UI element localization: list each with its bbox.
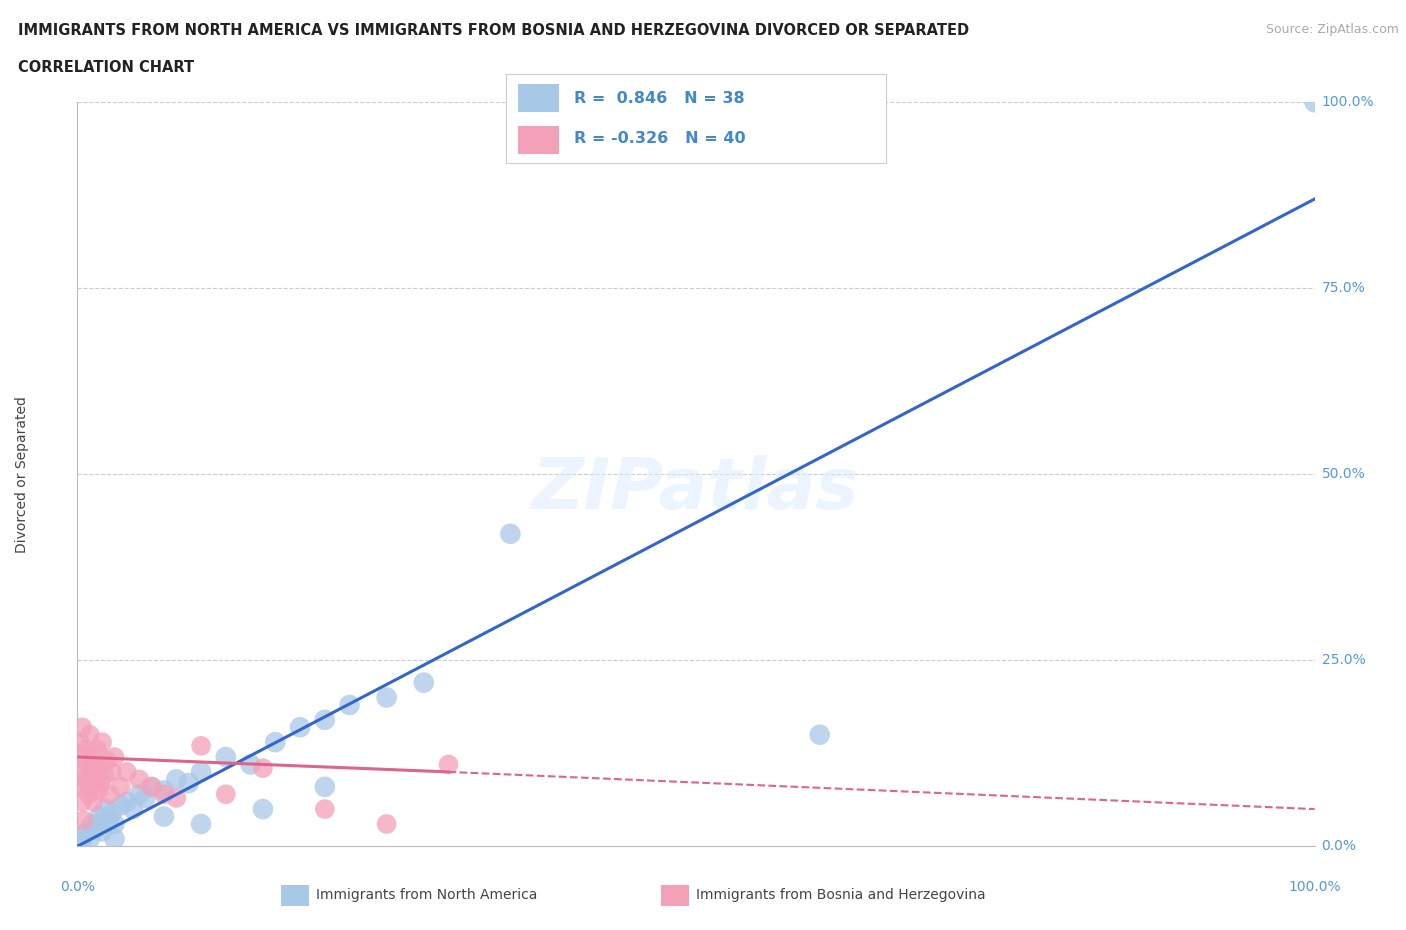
Point [70, 779, 93, 794]
Point [110, 798, 132, 813]
Point [72, 794, 94, 809]
Point [110, 779, 132, 794]
Text: Immigrants from Bosnia and Herzegovina: Immigrants from Bosnia and Herzegovina [696, 887, 986, 902]
Point [103, 817, 125, 831]
Point [79, 727, 101, 742]
Text: 50.0%: 50.0% [1322, 467, 1365, 482]
Text: Source: ZipAtlas.com: Source: ZipAtlas.com [1265, 23, 1399, 36]
Point [93, 802, 115, 817]
Point [79, 831, 101, 846]
Point [165, 790, 187, 805]
Text: IMMIGRANTS FROM NORTH AMERICA VS IMMIGRANTS FROM BOSNIA AND HERZEGOVINA DIVORCED: IMMIGRANTS FROM NORTH AMERICA VS IMMIGRA… [18, 23, 969, 38]
Point [115, 764, 138, 779]
Point [76, 757, 98, 772]
Point [84, 820, 107, 835]
Point [314, 802, 336, 817]
Point [82, 817, 104, 831]
Point [90, 776, 112, 790]
Point [339, 698, 361, 712]
Text: ZIPatlas: ZIPatlas [533, 455, 859, 524]
Point [72, 813, 94, 828]
Point [808, 727, 831, 742]
Point [79, 779, 101, 794]
Point [72, 720, 94, 735]
Point [141, 779, 163, 794]
Point [97, 813, 120, 828]
Point [91, 735, 114, 750]
Point [73, 772, 96, 787]
Point [165, 772, 187, 787]
Point [153, 809, 176, 824]
FancyBboxPatch shape [517, 126, 560, 154]
Point [190, 817, 212, 831]
Point [103, 831, 125, 846]
Point [87, 783, 110, 798]
Point [84, 772, 107, 787]
Point [72, 828, 94, 843]
Point [499, 526, 522, 541]
Point [190, 764, 212, 779]
Point [101, 764, 124, 779]
Text: 100.0%: 100.0% [1288, 880, 1341, 894]
Point [314, 712, 336, 727]
Point [190, 738, 212, 753]
Point [83, 757, 105, 772]
FancyBboxPatch shape [517, 84, 560, 113]
Point [412, 675, 434, 690]
Point [96, 753, 118, 768]
Point [82, 794, 104, 809]
Point [89, 809, 111, 824]
Point [80, 764, 103, 779]
Text: 25.0%: 25.0% [1322, 653, 1365, 668]
Point [72, 750, 94, 764]
Text: Divorced or Separated: Divorced or Separated [14, 396, 28, 552]
Point [69, 735, 91, 750]
Point [122, 802, 145, 817]
Text: CORRELATION CHART: CORRELATION CHART [18, 60, 194, 75]
Point [239, 757, 262, 772]
Point [98, 787, 121, 802]
Point [252, 761, 274, 776]
Text: R = -0.326   N = 40: R = -0.326 N = 40 [575, 131, 747, 146]
Point [288, 720, 311, 735]
Text: 0.0%: 0.0% [60, 880, 94, 894]
Point [76, 824, 98, 839]
Point [77, 787, 100, 802]
Point [67, 764, 90, 779]
Point [375, 817, 398, 831]
Point [141, 779, 163, 794]
Point [91, 824, 114, 839]
Point [70, 835, 93, 850]
Point [437, 757, 460, 772]
Point [153, 783, 176, 798]
Point [86, 742, 108, 757]
Point [75, 742, 97, 757]
Point [134, 790, 156, 805]
Point [93, 768, 115, 783]
Text: 100.0%: 100.0% [1322, 95, 1374, 110]
Point [89, 761, 111, 776]
Point [115, 794, 138, 809]
Point [82, 750, 104, 764]
Point [128, 772, 150, 787]
Point [128, 787, 150, 802]
Text: 0.0%: 0.0% [1322, 839, 1357, 854]
Point [103, 750, 125, 764]
Point [264, 735, 287, 750]
Text: 75.0%: 75.0% [1322, 281, 1365, 296]
Point [252, 802, 274, 817]
Point [101, 805, 124, 820]
Point [1303, 95, 1326, 110]
Text: Immigrants from North America: Immigrants from North America [316, 887, 537, 902]
Point [215, 787, 238, 802]
Point [375, 690, 398, 705]
Text: R =  0.846   N = 38: R = 0.846 N = 38 [575, 91, 745, 106]
Point [153, 787, 176, 802]
Point [215, 750, 238, 764]
Point [314, 779, 336, 794]
Point [177, 776, 200, 790]
